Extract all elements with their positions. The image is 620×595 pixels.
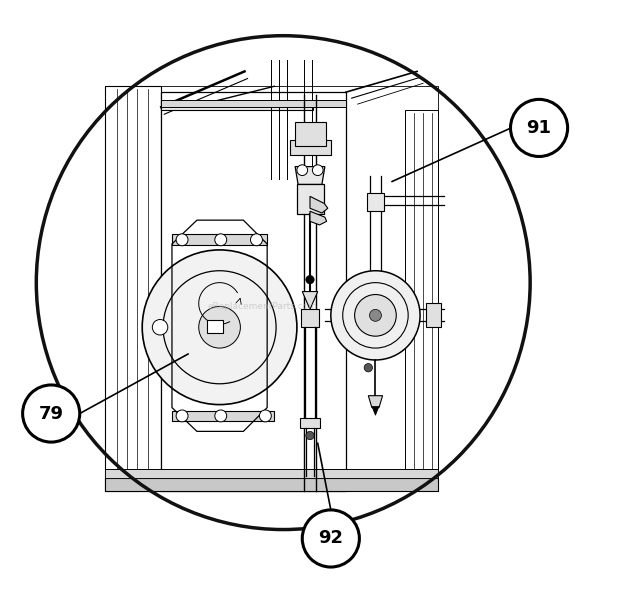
Circle shape — [250, 234, 262, 246]
Bar — [161, 100, 346, 107]
Circle shape — [370, 309, 381, 321]
Circle shape — [364, 364, 373, 372]
Bar — [105, 86, 161, 491]
Bar — [105, 86, 438, 491]
Text: 92: 92 — [318, 530, 343, 547]
Bar — [405, 110, 438, 491]
Circle shape — [199, 306, 241, 348]
Circle shape — [22, 385, 80, 442]
Polygon shape — [295, 167, 325, 184]
Bar — [207, 320, 223, 333]
Circle shape — [153, 320, 168, 335]
Bar — [295, 122, 326, 146]
Polygon shape — [310, 196, 328, 213]
Polygon shape — [303, 292, 317, 309]
Polygon shape — [310, 211, 327, 225]
Circle shape — [355, 295, 396, 336]
Bar — [105, 478, 438, 491]
Bar — [301, 418, 319, 428]
Circle shape — [312, 165, 323, 176]
Circle shape — [306, 431, 314, 440]
Circle shape — [176, 234, 188, 246]
Text: 79: 79 — [38, 405, 64, 422]
Circle shape — [215, 234, 227, 246]
Polygon shape — [372, 406, 379, 415]
Bar — [426, 303, 441, 327]
Circle shape — [303, 510, 360, 567]
Bar — [161, 101, 313, 110]
Circle shape — [176, 410, 188, 422]
Bar — [172, 234, 267, 245]
Bar — [297, 184, 324, 214]
Bar — [301, 309, 319, 327]
Circle shape — [306, 275, 314, 284]
Bar — [366, 193, 384, 211]
Circle shape — [215, 410, 227, 422]
Circle shape — [259, 410, 272, 422]
Circle shape — [331, 271, 420, 360]
Polygon shape — [368, 396, 383, 408]
Circle shape — [297, 165, 308, 176]
Text: 91: 91 — [526, 119, 552, 137]
Text: eReplacementParts.com: eReplacementParts.com — [208, 302, 317, 311]
Bar — [172, 411, 274, 421]
Circle shape — [510, 99, 568, 156]
Bar — [105, 469, 438, 478]
Circle shape — [142, 250, 297, 405]
Bar — [161, 92, 346, 491]
Bar — [290, 140, 332, 155]
